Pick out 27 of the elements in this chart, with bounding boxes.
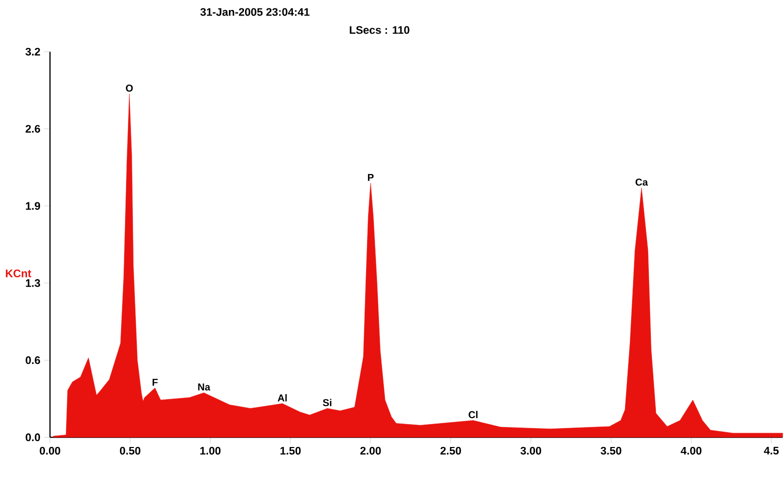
- x-tick-label: 1.50: [280, 446, 301, 455]
- y-tick-label: 1.9: [26, 202, 40, 210]
- annotation: Al: [278, 394, 287, 402]
- text: 31-Jan-2005 23:04:41: [200, 8, 310, 16]
- annotation: Cl: [468, 410, 478, 418]
- x-tick-label: 2.50: [440, 446, 461, 455]
- annotation: P: [368, 174, 374, 181]
- x-tick-label: 2.00: [360, 446, 381, 455]
- y-tick-label: 3.2: [25, 48, 40, 56]
- x-tick-label: 3.00: [520, 446, 542, 455]
- x-tick-label: 0.00: [40, 446, 60, 455]
- x-tick-label: 3.50: [600, 446, 622, 455]
- annotation: F: [152, 378, 158, 386]
- annotation: O: [126, 84, 133, 92]
- x-tick-label: 4.5: [764, 446, 779, 454]
- annotation: Na: [198, 384, 210, 391]
- x-tick-label: 0.50: [120, 446, 140, 455]
- text: LSecs : 110: [350, 26, 410, 34]
- x-tick-label: 4.00: [680, 446, 702, 455]
- y-tick-label: 0.0: [26, 433, 40, 442]
- y-tick-label: 1.3: [26, 279, 40, 287]
- annotation: Si: [322, 398, 332, 406]
- annotation: Ca: [636, 178, 648, 186]
- y-tick-label: 0.6: [26, 356, 40, 364]
- x-tick-label: 1.00: [200, 446, 221, 455]
- y-tick-label: 2.6: [26, 124, 40, 133]
- y-axis-title: KCnt: [6, 270, 32, 278]
